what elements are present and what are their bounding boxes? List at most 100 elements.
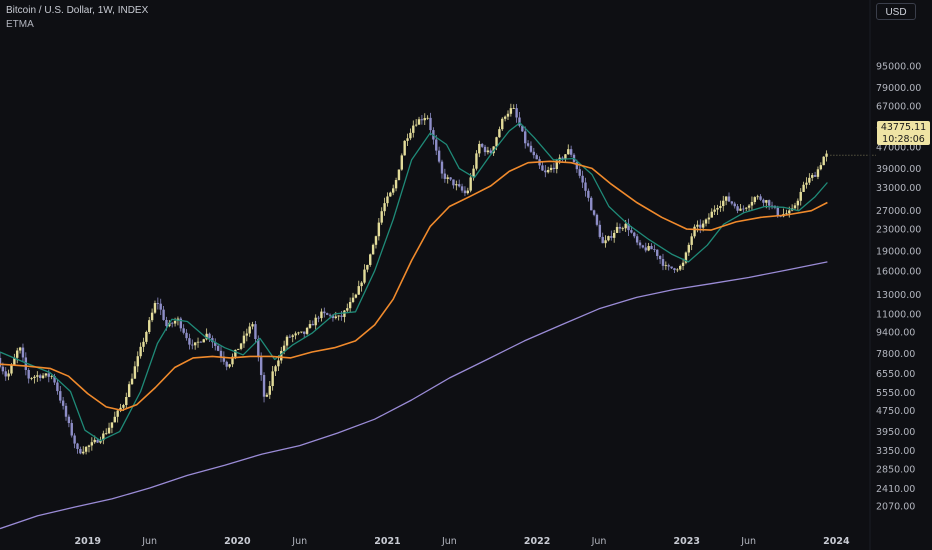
candle (707, 213, 711, 224)
candle (440, 159, 444, 179)
candle (27, 368, 30, 384)
time-tick-label: Jun (441, 536, 457, 547)
candle (489, 148, 492, 154)
candle (102, 430, 105, 445)
candle (291, 334, 294, 343)
price-tick-label: 27000.00 (876, 206, 921, 217)
candle (699, 219, 702, 234)
time-tick-label: Jun (141, 536, 157, 547)
price-tick-label: 7800.00 (876, 349, 915, 360)
candle (371, 243, 375, 255)
candle (248, 322, 251, 337)
candle (546, 166, 550, 174)
candle (466, 187, 470, 195)
candle (670, 266, 673, 269)
candle (337, 315, 340, 321)
candle (171, 321, 174, 328)
candle (452, 179, 455, 189)
candle (348, 297, 352, 313)
candle (736, 203, 739, 214)
candle (727, 192, 731, 202)
candle (389, 191, 392, 197)
candle (323, 307, 326, 318)
candle (759, 194, 762, 201)
candle (271, 366, 274, 391)
candle (354, 293, 358, 299)
candle (429, 112, 432, 136)
candle (587, 188, 590, 202)
candle (76, 442, 79, 454)
candle (7, 369, 10, 381)
candle (208, 332, 211, 343)
time-tick-label: 2019 (75, 536, 101, 547)
candle (719, 200, 722, 212)
indicator-label[interactable]: ETMA (6, 19, 34, 30)
candle (564, 154, 567, 163)
price-tick-label: 19000.00 (876, 247, 921, 258)
candle (811, 173, 814, 181)
candle (84, 446, 88, 455)
candle (621, 226, 624, 231)
candle (641, 244, 645, 249)
candle (294, 331, 297, 340)
candle (107, 422, 111, 434)
candle (262, 372, 266, 403)
candle (633, 231, 636, 239)
candle (150, 308, 154, 323)
candle (130, 373, 134, 385)
price-tick-label: 5550.00 (876, 388, 915, 399)
candle (722, 195, 725, 212)
candle (383, 197, 386, 216)
candle (661, 253, 665, 271)
candle (475, 150, 478, 171)
candle (658, 255, 662, 264)
candle (64, 402, 68, 421)
candle (265, 392, 269, 398)
candle (569, 145, 573, 158)
price-tick-label: 16000.00 (876, 266, 921, 277)
candle (288, 334, 292, 338)
candle (351, 292, 355, 304)
mid-ma-line (0, 160, 828, 412)
candle (90, 437, 94, 451)
price-tick-label: 67000.00 (876, 102, 921, 113)
candle (300, 331, 303, 334)
candle (684, 251, 688, 265)
candle (386, 192, 389, 207)
candle (463, 186, 467, 197)
candle (406, 133, 409, 146)
candle (532, 147, 536, 159)
candle (590, 196, 593, 211)
candle (742, 205, 745, 213)
candle (598, 220, 602, 239)
candle (87, 444, 91, 453)
candle (188, 333, 191, 350)
candle (33, 375, 36, 384)
candle (21, 343, 25, 362)
candle (480, 143, 484, 149)
currency-button[interactable]: USD (876, 3, 916, 20)
candle (277, 355, 280, 371)
candle (592, 209, 596, 217)
candle (311, 320, 315, 326)
candle (767, 199, 771, 210)
candle (18, 346, 22, 354)
candle (104, 428, 108, 435)
candle (693, 224, 696, 239)
candle (61, 396, 65, 410)
time-axis[interactable]: 2019 Jun 2020 Jun 2021 Jun 2022 Jun 2023 Jun 2024 (75, 536, 850, 547)
candle (325, 312, 329, 316)
candle (30, 377, 33, 381)
candle (133, 361, 137, 379)
price-tick-label: 39000.00 (876, 164, 921, 175)
price-tick-label: 4750.00 (876, 406, 915, 417)
candle (509, 103, 513, 117)
candle (446, 174, 449, 184)
candle (24, 352, 28, 376)
candle (285, 335, 289, 350)
candle (544, 165, 547, 178)
candle (822, 156, 825, 166)
candle (762, 198, 765, 207)
candle (412, 120, 415, 138)
